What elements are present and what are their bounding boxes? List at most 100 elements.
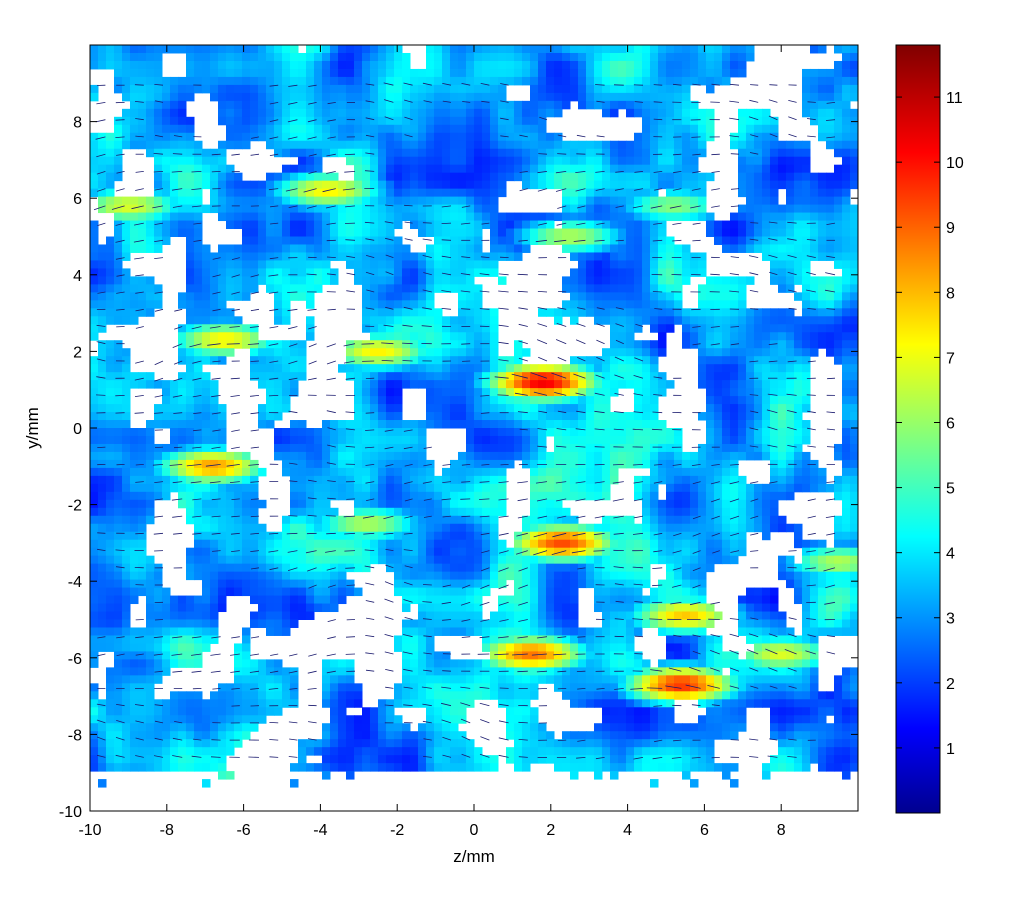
heatmap-cell [394, 635, 403, 644]
heatmap-cell [642, 116, 651, 126]
heatmap-cell [538, 531, 547, 541]
heatmap-cell [450, 92, 459, 102]
heatmap-cell [530, 715, 539, 724]
heatmap-cell [474, 547, 483, 557]
heatmap-cell [466, 124, 475, 134]
heatmap-cell [562, 523, 571, 533]
heatmap-cell [162, 715, 171, 724]
heatmap-cell [418, 547, 427, 557]
heatmap-cell [362, 52, 371, 62]
heatmap-cell [466, 483, 475, 493]
heatmap-cell [250, 364, 259, 373]
heatmap-cell [394, 45, 403, 54]
heatmap-cell [634, 60, 643, 70]
heatmap-cell [522, 699, 531, 708]
heatmap-cell [546, 164, 555, 174]
heatmap-cell [194, 252, 203, 261]
heatmap-cell [402, 204, 411, 214]
heatmap-cell [522, 45, 531, 54]
heatmap-cell [162, 172, 171, 182]
heatmap-cell [570, 659, 579, 668]
heatmap-cell [122, 60, 131, 70]
heatmap-cell [474, 196, 483, 206]
heatmap-cell [490, 635, 499, 644]
heatmap-cell [218, 300, 227, 309]
heatmap-cell [546, 667, 555, 676]
heatmap-cell [154, 651, 163, 660]
heatmap-cell [338, 428, 347, 437]
heatmap-cell [610, 108, 619, 118]
heatmap-cell [330, 603, 339, 613]
heatmap-cell [490, 140, 499, 150]
heatmap-cell [610, 348, 619, 357]
heatmap-cell [250, 563, 259, 573]
heatmap-cell [450, 491, 459, 501]
heatmap-cell [194, 372, 203, 381]
heatmap-cell [98, 140, 107, 150]
heatmap-cell [274, 340, 283, 349]
heatmap-cell [546, 755, 555, 764]
heatmap-cell [506, 140, 515, 150]
heatmap-cell [626, 45, 635, 54]
heatmap-cell [610, 515, 619, 525]
heatmap-cell [474, 60, 483, 70]
heatmap-cell [178, 108, 187, 118]
heatmap-cell [306, 300, 315, 309]
heatmap-cell [362, 316, 371, 325]
heatmap-cell [370, 372, 379, 381]
heatmap-cell [530, 611, 539, 620]
heatmap-cell [442, 483, 451, 493]
heatmap-cell [194, 515, 203, 525]
heatmap-cell [538, 92, 547, 102]
heatmap-cell [626, 108, 635, 118]
heatmap-cell [570, 699, 579, 708]
heatmap-cell [266, 68, 275, 78]
heatmap-cell [170, 731, 179, 740]
heatmap-cell [258, 228, 267, 237]
heatmap-cell [634, 220, 643, 230]
heatmap-cell [570, 675, 579, 684]
heatmap-cell [634, 539, 643, 549]
heatmap-cell [378, 396, 387, 405]
heatmap-cell [466, 659, 475, 668]
heatmap-cell [178, 412, 187, 421]
heatmap-cell [258, 412, 267, 421]
heatmap-cell [322, 204, 331, 214]
heatmap-cell [338, 707, 347, 716]
heatmap-cell [242, 188, 251, 198]
heatmap-cell [338, 731, 347, 740]
heatmap-cell [354, 563, 363, 573]
heatmap-cell [194, 715, 203, 724]
heatmap-cell [242, 140, 251, 150]
heatmap-cell [642, 555, 651, 565]
heatmap-cell [218, 348, 227, 357]
heatmap-cell [130, 116, 139, 126]
heatmap-cell [290, 435, 299, 445]
heatmap-cell [434, 731, 443, 740]
heatmap-cell [586, 443, 595, 453]
heatmap-cell [354, 340, 363, 349]
heatmap-cell [306, 204, 315, 214]
heatmap-cell [274, 348, 283, 357]
heatmap-cell [562, 420, 571, 429]
heatmap-cell [146, 683, 155, 692]
heatmap-cell [426, 380, 435, 389]
heatmap-cell [570, 204, 579, 214]
heatmap-cell [218, 60, 227, 70]
heatmap-cell [282, 228, 291, 237]
heatmap-cell [338, 148, 347, 158]
heatmap-cell [202, 467, 211, 477]
heatmap-cell [274, 707, 283, 716]
heatmap-cell [498, 244, 507, 253]
heatmap-cell [378, 755, 387, 764]
heatmap-cell [522, 380, 531, 389]
heatmap-cell [514, 675, 523, 684]
heatmap-cell [610, 739, 619, 748]
heatmap-cell [234, 499, 243, 509]
heatmap-cell [202, 340, 211, 349]
heatmap-cell [330, 116, 339, 126]
heatmap-cell [458, 60, 467, 70]
heatmap-cell [194, 611, 203, 620]
heatmap-cell [186, 499, 195, 509]
heatmap-cell [314, 132, 323, 142]
